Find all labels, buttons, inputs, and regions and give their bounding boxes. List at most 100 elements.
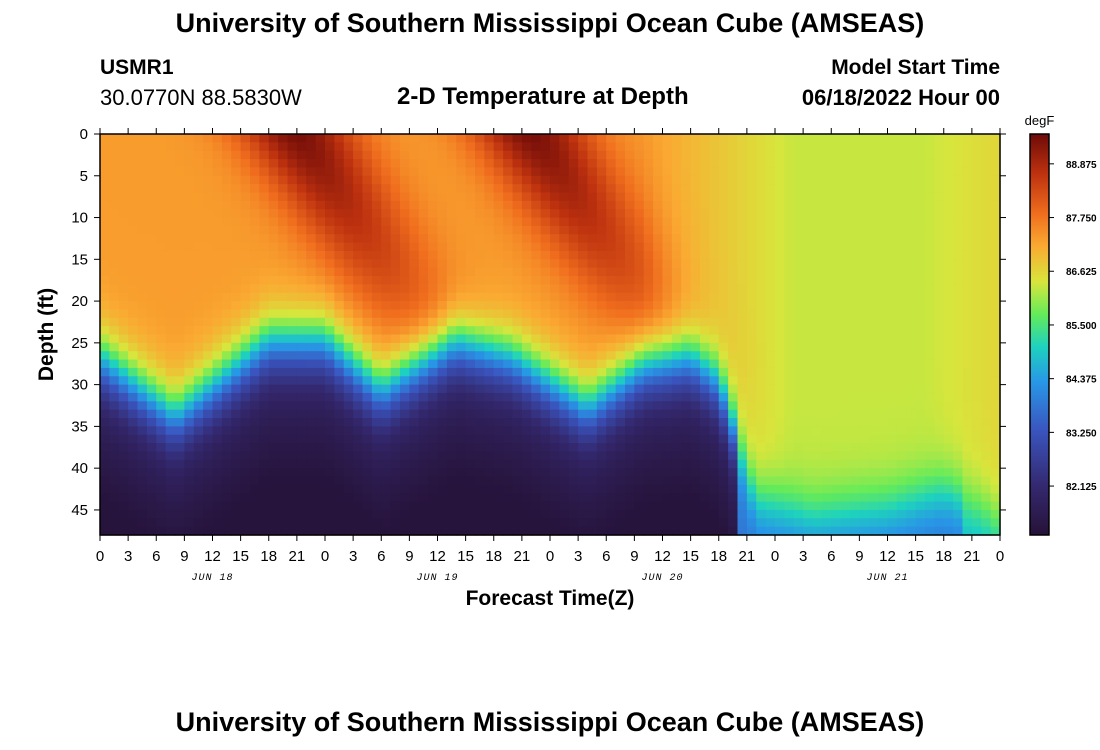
x-tick-label: 0 <box>771 548 779 565</box>
heatmap-cell <box>728 384 739 394</box>
heatmap-cell <box>428 184 439 194</box>
heatmap-cell <box>371 292 382 302</box>
heatmap-cell <box>793 234 804 244</box>
heatmap-cell <box>409 392 420 402</box>
heatmap-cell <box>793 159 804 169</box>
heatmap-cell <box>193 376 204 386</box>
heatmap-cell <box>831 167 842 177</box>
heatmap-cell <box>250 326 260 336</box>
heatmap-cell <box>953 267 964 277</box>
heatmap-cell <box>793 301 804 311</box>
heatmap-cell <box>306 234 317 244</box>
heatmap-cell <box>221 351 232 361</box>
heatmap-cell <box>943 493 954 503</box>
heatmap-cell <box>578 317 589 327</box>
heatmap-cell <box>606 225 617 235</box>
heatmap-cell <box>493 484 504 494</box>
heatmap-cell <box>850 443 860 453</box>
heatmap-cell <box>343 167 354 177</box>
heatmap-cell <box>765 309 776 319</box>
heatmap-cell <box>765 367 776 377</box>
heatmap-cell <box>831 409 842 419</box>
heatmap-cell <box>193 250 204 260</box>
heatmap-cell <box>690 326 701 336</box>
heatmap-cell <box>793 309 804 319</box>
heatmap-cell <box>690 175 701 185</box>
heatmap-cell <box>859 484 870 494</box>
heatmap-cell <box>165 292 176 302</box>
heatmap-cell <box>934 409 945 419</box>
heatmap-cell <box>971 376 982 386</box>
heatmap-cell <box>793 142 804 152</box>
heatmap-cell <box>681 134 692 143</box>
heatmap-cell <box>109 359 120 369</box>
heatmap-cell <box>409 501 420 511</box>
heatmap-cell <box>756 276 767 285</box>
heatmap-cell <box>540 301 551 311</box>
heatmap-cell <box>212 200 223 210</box>
heatmap-cell <box>896 276 907 285</box>
heatmap-cell <box>775 192 785 202</box>
heatmap-cell <box>287 284 298 294</box>
heatmap-cell <box>325 309 335 319</box>
heatmap-cell <box>306 334 317 344</box>
heatmap-cell <box>728 426 739 436</box>
heatmap-cell <box>578 476 589 486</box>
heatmap-cell <box>906 276 917 285</box>
heatmap-cell <box>728 192 739 202</box>
heatmap-cell <box>475 426 485 436</box>
heatmap-cell <box>850 493 860 503</box>
x-tick-label: 0 <box>96 548 104 565</box>
heatmap-cell <box>906 317 917 327</box>
heatmap-cell <box>821 200 832 210</box>
heatmap-cell <box>793 409 804 419</box>
heatmap-cell <box>943 476 954 486</box>
heatmap-cell <box>681 217 692 227</box>
heatmap-cell <box>531 342 542 352</box>
heatmap-cell <box>784 167 795 177</box>
heatmap-cell <box>803 376 814 386</box>
heatmap-cell <box>578 392 589 402</box>
heatmap-cell <box>615 284 626 294</box>
heatmap-cell <box>709 359 720 369</box>
heatmap-cell <box>493 242 504 252</box>
heatmap-cell <box>756 209 767 219</box>
heatmap-cell <box>568 409 579 419</box>
heatmap-cell <box>709 476 720 486</box>
heatmap-cell <box>821 159 832 169</box>
heatmap-cell <box>531 242 542 252</box>
heatmap-cell <box>896 150 907 160</box>
heatmap-cell <box>709 367 720 377</box>
heatmap-cell <box>381 142 392 152</box>
heatmap-cell <box>700 526 710 536</box>
heatmap-cell <box>887 259 898 269</box>
heatmap-cell <box>990 401 1001 411</box>
heatmap-cell <box>371 409 382 419</box>
heatmap-cell <box>906 200 917 210</box>
heatmap-cell <box>278 376 289 386</box>
heatmap-cell <box>521 418 532 427</box>
heatmap-cell <box>428 409 439 419</box>
heatmap-cell <box>475 509 485 519</box>
heatmap-cell <box>503 167 514 177</box>
heatmap-cell <box>559 376 570 386</box>
heatmap-cell <box>578 267 589 277</box>
heatmap-cell <box>540 359 551 369</box>
heatmap-cell <box>325 384 335 394</box>
heatmap-cell <box>934 367 945 377</box>
heatmap-cell <box>128 317 139 327</box>
heatmap-cell <box>390 459 401 469</box>
heatmap-cell <box>362 334 373 344</box>
heatmap-cell <box>212 167 223 177</box>
heatmap-cell <box>362 276 373 285</box>
heatmap-cell <box>428 259 439 269</box>
heatmap-cell <box>306 526 317 536</box>
heatmap-cell <box>793 501 804 511</box>
heatmap-cell <box>653 334 664 344</box>
heatmap-cell <box>343 376 354 386</box>
heatmap-cell <box>850 276 860 285</box>
heatmap-cell <box>700 175 710 185</box>
heatmap-cell <box>615 225 626 235</box>
heatmap-cell <box>212 284 223 294</box>
heatmap-cell <box>362 326 373 336</box>
